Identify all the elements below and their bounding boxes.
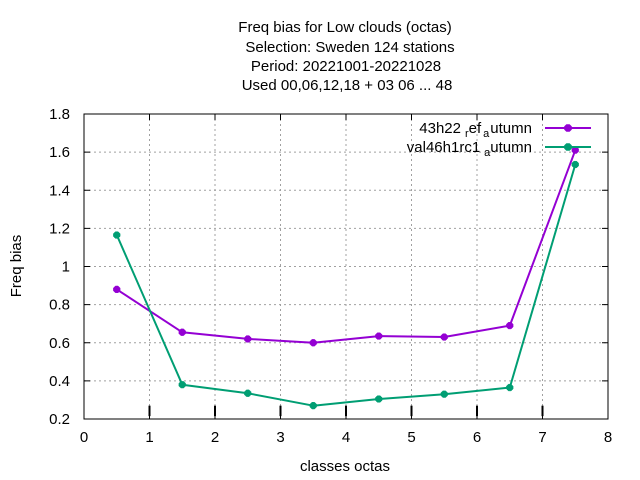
y-tick-label-3: 0.8 (49, 297, 70, 314)
y-tick-label-5: 1.2 (49, 220, 70, 237)
series-2-point-7 (571, 160, 579, 169)
legend-series-1-part-2: ef (469, 120, 482, 137)
chart-title-line-4: Used 00,06,12,18 + 03 06 ... 48 (242, 77, 453, 94)
x-tick-label-3: 3 (276, 429, 284, 446)
x-axis-label: classes octas (300, 458, 390, 475)
series-1-point-1 (178, 328, 186, 336)
legend-series-2-sub-1: a (484, 147, 491, 159)
y-tick-label-2: 0.6 (49, 335, 70, 352)
tick-labels: 0 1 2 3 4 5 6 7 8 0.2 0.4 0.6 0.8 1 1.2 1.4 1.6 1.8 (49, 106, 612, 446)
grid (84, 114, 608, 419)
series-1-point-3 (309, 339, 317, 347)
x-tick-label-1: 1 (145, 429, 153, 446)
series-2-point-1 (178, 381, 186, 389)
y-tick-label-8: 1.8 (49, 106, 70, 123)
y-axis-label: Freq bias (8, 235, 25, 298)
series-2-point-6 (506, 383, 514, 392)
legend-series-1-sub-2: a (483, 128, 490, 140)
x-tick-label-6: 6 (473, 429, 481, 446)
series-2-point-0 (113, 231, 121, 239)
legend-label-series-2: val46h1rc1 autumn (407, 139, 532, 159)
series-1-point-0 (113, 285, 121, 293)
chart-title-line-1: Freq bias for Low clouds (octas) (238, 19, 451, 36)
legend-series-2-part-2: utumn (490, 139, 532, 156)
legend-marker-series-2 (564, 143, 572, 151)
series-1-point-6 (506, 322, 514, 330)
y-tick-label-1: 0.4 (49, 373, 70, 390)
legend-series-1-sub-1: r (465, 128, 469, 140)
series-2-point-3 (309, 402, 317, 410)
x-tick-label-5: 5 (407, 429, 415, 446)
series-2-point-5 (440, 390, 448, 398)
series-2-point-4 (375, 395, 383, 403)
chart-title-line-2: Selection: Sweden 124 stations (245, 39, 454, 56)
legend-series-2-part-1: val46h1rc1 (407, 139, 480, 156)
series-group (113, 146, 579, 410)
x-tick-label-0: 0 (80, 429, 88, 446)
y-tick-label-4: 1 (62, 259, 70, 276)
series-1-point-4 (375, 332, 383, 340)
series-2 (113, 160, 579, 410)
series-1-point-5 (440, 333, 448, 341)
legend-series-1-part-3: utumn (490, 120, 532, 137)
chart-title-line-3: Period: 20221001-20221028 (251, 58, 441, 75)
series-1-line (116, 149, 577, 344)
legend: 43h22 ref autumn val46h1rc1 autumn (407, 120, 591, 159)
legend-series-1-part-1: 43h22 (419, 120, 461, 137)
legend-entry-series-1: 43h22 ref autumn (419, 120, 591, 140)
series-2-point-2 (244, 389, 252, 397)
legend-label-series-1: 43h22 ref autumn (419, 120, 532, 140)
y-tick-label-6: 1.4 (49, 182, 70, 199)
legend-marker-series-1 (564, 124, 572, 132)
series-1-point-2 (244, 335, 252, 343)
x-tick-label-7: 7 (538, 429, 546, 446)
x-tick-label-8: 8 (604, 429, 612, 446)
y-tick-label-0: 0.2 (49, 411, 70, 428)
legend-entry-series-2: val46h1rc1 autumn (407, 139, 591, 159)
y-tick-label-7: 1.6 (49, 144, 70, 161)
x-tick-label-4: 4 (342, 429, 350, 446)
x-tick-label-2: 2 (211, 429, 219, 446)
axes (83, 113, 609, 420)
series-2-line (115, 164, 577, 407)
series-1-point-7 (571, 146, 579, 154)
series-1 (113, 146, 579, 347)
